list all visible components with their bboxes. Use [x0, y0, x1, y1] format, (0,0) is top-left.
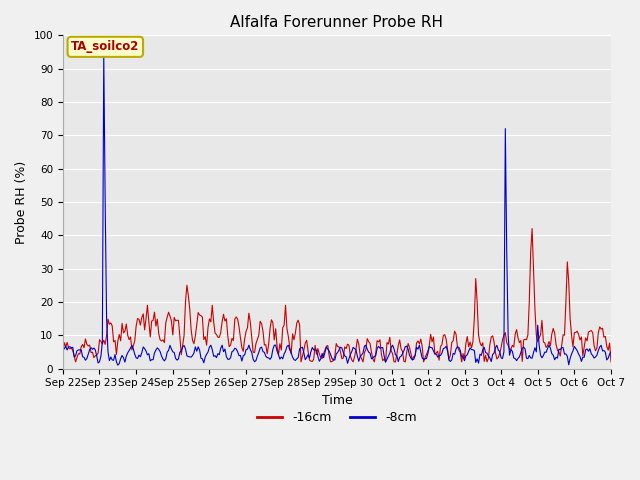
Title: Alfalfa Forerunner Probe RH: Alfalfa Forerunner Probe RH [230, 15, 444, 30]
Legend: -16cm, -8cm: -16cm, -8cm [252, 406, 422, 429]
Y-axis label: Probe RH (%): Probe RH (%) [15, 160, 28, 243]
X-axis label: Time: Time [321, 394, 353, 407]
Text: TA_soilco2: TA_soilco2 [71, 40, 140, 53]
